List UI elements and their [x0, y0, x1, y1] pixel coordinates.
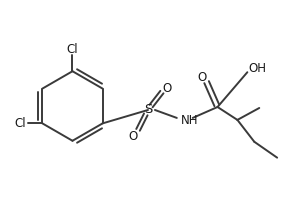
Text: OH: OH [248, 62, 266, 75]
Text: O: O [197, 71, 206, 84]
Text: O: O [128, 130, 138, 143]
Text: Cl: Cl [67, 43, 78, 56]
Text: O: O [162, 82, 171, 95]
Text: S: S [144, 103, 152, 116]
Text: Cl: Cl [15, 117, 26, 130]
Text: NH: NH [181, 114, 198, 127]
